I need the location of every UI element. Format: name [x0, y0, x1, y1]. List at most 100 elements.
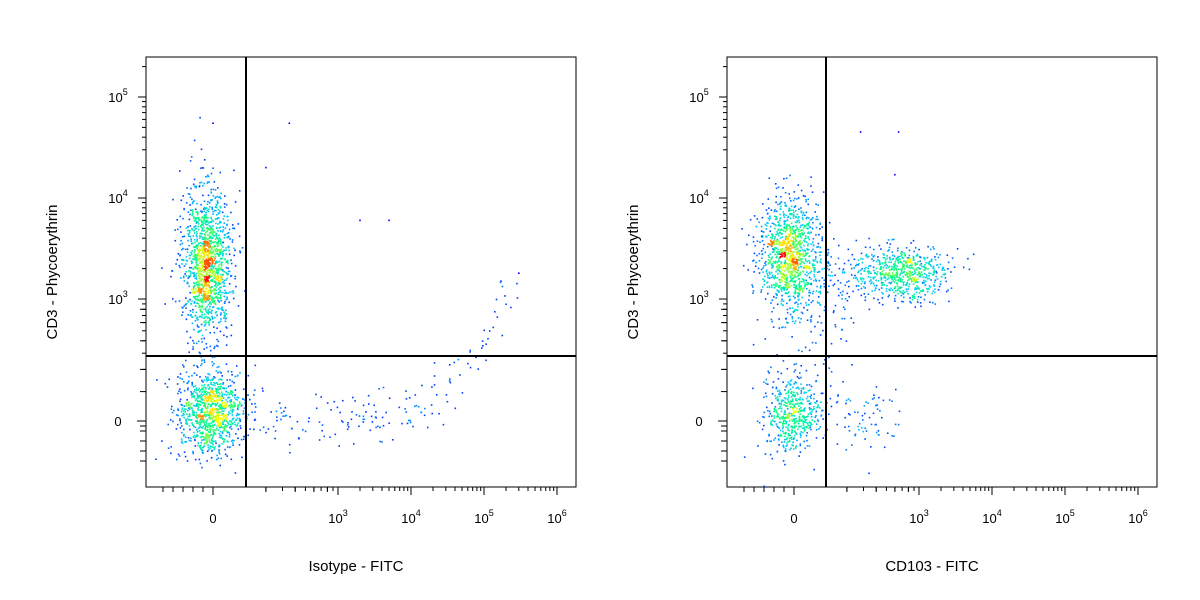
event-dot	[866, 270, 869, 273]
event-dot	[775, 201, 777, 204]
event-dot	[193, 286, 195, 289]
event-dot	[887, 239, 890, 241]
event-dot	[208, 236, 211, 239]
event-dot	[801, 427, 804, 429]
event-dot	[219, 251, 221, 254]
event-dot	[204, 395, 206, 397]
event-dot	[329, 436, 331, 438]
event-dot	[495, 298, 498, 301]
event-dot	[225, 291, 227, 293]
event-dot	[186, 403, 188, 405]
event-dot	[817, 218, 819, 221]
event-dot	[237, 422, 239, 424]
event-dot	[222, 397, 225, 399]
event-dot	[200, 235, 203, 238]
event-dot	[302, 429, 304, 431]
event-dot	[201, 236, 204, 239]
event-dot	[461, 392, 464, 394]
event-dot	[219, 464, 221, 467]
event-dot	[818, 428, 820, 430]
event-dot	[181, 431, 183, 434]
event-dot	[212, 188, 215, 191]
event-dot	[752, 236, 755, 238]
event-dot	[748, 234, 750, 237]
event-dot	[192, 290, 195, 293]
event-dot	[783, 220, 786, 222]
event-dot	[785, 285, 787, 287]
event-dot	[928, 272, 930, 274]
event-dot	[168, 378, 170, 381]
event-dot	[225, 253, 227, 255]
event-dot	[794, 256, 797, 259]
event-dot	[216, 410, 219, 413]
event-dot	[934, 303, 937, 305]
event-dot	[206, 346, 208, 349]
event-dot	[191, 316, 193, 318]
event-dot	[785, 177, 788, 179]
event-dot	[215, 276, 217, 278]
event-dot	[800, 409, 803, 412]
event-dot	[888, 249, 890, 251]
event-dot	[784, 248, 786, 250]
event-dot	[795, 417, 797, 420]
event-dot	[209, 441, 211, 444]
event-dot	[229, 379, 231, 381]
event-dot	[182, 311, 184, 313]
event-dot	[193, 232, 196, 234]
event-dot	[223, 282, 225, 285]
event-dot	[799, 239, 801, 242]
event-dot	[423, 414, 426, 417]
event-dot	[193, 282, 195, 284]
event-dot	[794, 246, 796, 249]
event-dot	[806, 319, 809, 321]
event-dot	[801, 253, 803, 255]
event-dot	[779, 421, 782, 424]
event-dot	[204, 424, 206, 426]
event-dot	[208, 240, 211, 242]
event-dot	[925, 280, 927, 282]
event-dot	[185, 408, 187, 411]
event-dot	[202, 388, 205, 391]
event-dot	[188, 235, 190, 237]
event-dot	[894, 287, 897, 289]
event-dot	[200, 226, 203, 229]
event-dot	[813, 267, 816, 269]
event-dot	[887, 273, 889, 275]
event-dot	[195, 261, 198, 264]
event-dot	[205, 321, 207, 324]
event-dot	[237, 405, 239, 408]
event-dot	[216, 243, 218, 245]
event-dot	[917, 267, 920, 269]
event-dot	[787, 434, 790, 437]
event-dot	[207, 175, 210, 178]
event-dot	[379, 426, 381, 429]
event-dot	[205, 260, 208, 262]
event-dot	[197, 319, 199, 321]
event-dot	[804, 419, 807, 421]
event-dot	[902, 275, 904, 278]
event-dot	[796, 213, 799, 216]
event-dot	[899, 272, 902, 275]
event-dot	[917, 286, 919, 289]
event-dot	[448, 380, 451, 382]
event-dot	[180, 441, 183, 443]
event-dot	[785, 229, 788, 231]
event-dot	[209, 252, 211, 255]
event-dot-outlier	[265, 166, 267, 169]
event-dot	[215, 420, 218, 422]
event-dot	[795, 229, 798, 231]
event-dot	[808, 268, 811, 271]
event-dot	[208, 440, 211, 443]
event-dot	[183, 433, 185, 436]
event-dot	[818, 251, 821, 254]
event-dot	[781, 266, 783, 268]
event-dot	[906, 264, 909, 267]
event-dot	[276, 419, 278, 422]
event-dot	[776, 238, 779, 241]
event-dot	[800, 401, 802, 404]
event-dot	[784, 277, 787, 279]
event-dot	[866, 255, 868, 257]
event-dot	[786, 247, 788, 250]
event-dot	[778, 279, 781, 281]
event-dot	[475, 356, 477, 359]
